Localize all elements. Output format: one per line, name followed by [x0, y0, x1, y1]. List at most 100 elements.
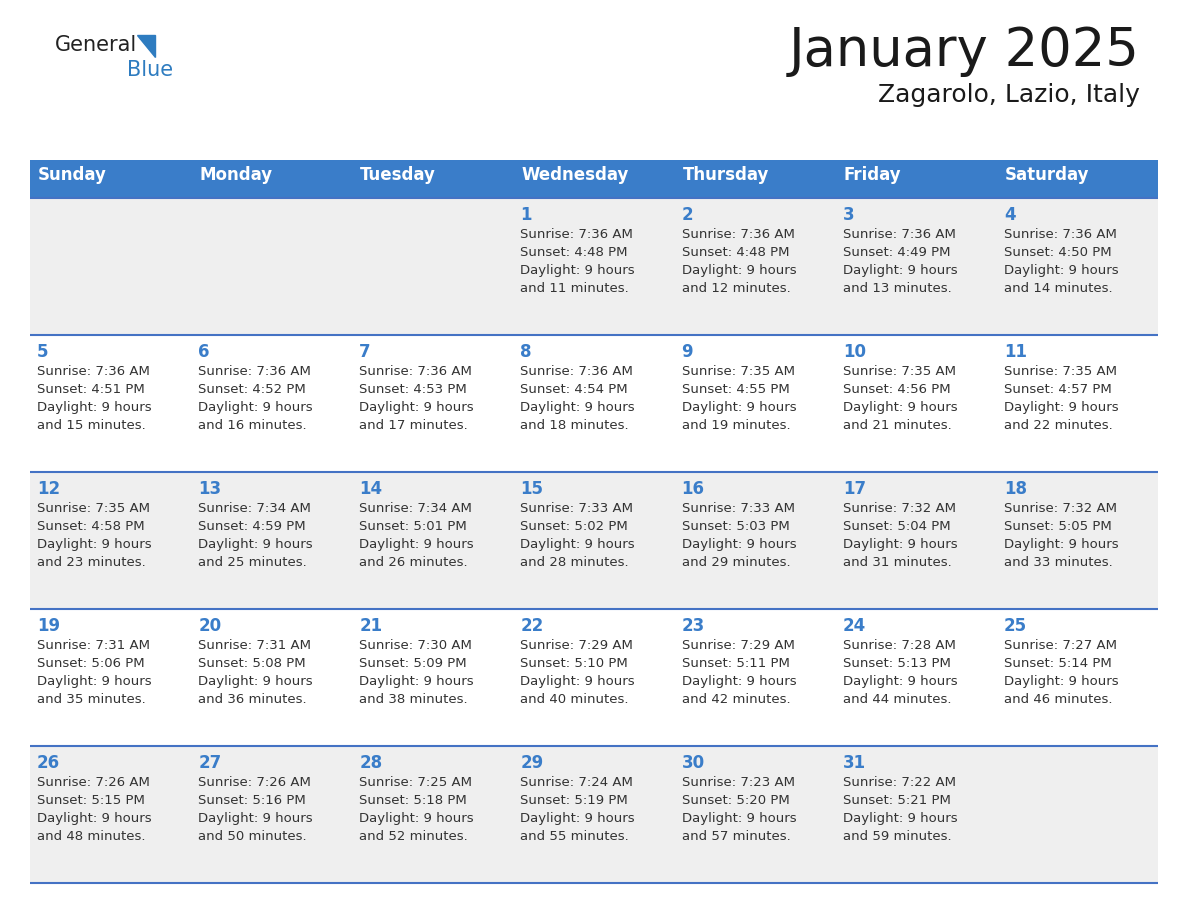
Bar — [30, 198, 1158, 335]
Bar — [675, 160, 835, 198]
Text: Sunrise: 7:33 AM: Sunrise: 7:33 AM — [520, 502, 633, 515]
Text: Daylight: 9 hours: Daylight: 9 hours — [682, 538, 796, 551]
Text: Sunset: 5:13 PM: Sunset: 5:13 PM — [842, 657, 950, 670]
Text: Sunset: 4:56 PM: Sunset: 4:56 PM — [842, 383, 950, 396]
Text: Sunset: 5:15 PM: Sunset: 5:15 PM — [37, 794, 145, 807]
Text: and 46 minutes.: and 46 minutes. — [1004, 693, 1112, 706]
Text: Daylight: 9 hours: Daylight: 9 hours — [842, 812, 958, 825]
Text: and 11 minutes.: and 11 minutes. — [520, 282, 630, 295]
Text: Sunrise: 7:36 AM: Sunrise: 7:36 AM — [520, 228, 633, 241]
Text: Daylight: 9 hours: Daylight: 9 hours — [682, 812, 796, 825]
Text: 2: 2 — [682, 206, 693, 224]
Text: Daylight: 9 hours: Daylight: 9 hours — [198, 812, 312, 825]
Text: Daylight: 9 hours: Daylight: 9 hours — [37, 401, 152, 414]
Text: Thursday: Thursday — [683, 166, 769, 184]
Text: and 12 minutes.: and 12 minutes. — [682, 282, 790, 295]
Text: 4: 4 — [1004, 206, 1016, 224]
Text: Daylight: 9 hours: Daylight: 9 hours — [359, 538, 474, 551]
Bar — [30, 746, 1158, 883]
Text: Sunset: 5:11 PM: Sunset: 5:11 PM — [682, 657, 790, 670]
Text: 17: 17 — [842, 480, 866, 498]
Text: Sunrise: 7:23 AM: Sunrise: 7:23 AM — [682, 776, 795, 789]
Text: Sunset: 4:48 PM: Sunset: 4:48 PM — [682, 246, 789, 259]
Text: 28: 28 — [359, 754, 383, 772]
Text: Wednesday: Wednesday — [522, 166, 628, 184]
Text: Sunrise: 7:36 AM: Sunrise: 7:36 AM — [842, 228, 955, 241]
Text: and 16 minutes.: and 16 minutes. — [198, 419, 307, 432]
Text: and 36 minutes.: and 36 minutes. — [198, 693, 307, 706]
Text: Sunset: 5:06 PM: Sunset: 5:06 PM — [37, 657, 145, 670]
Text: Sunset: 5:14 PM: Sunset: 5:14 PM — [1004, 657, 1112, 670]
Text: Daylight: 9 hours: Daylight: 9 hours — [520, 401, 636, 414]
Text: Sunrise: 7:36 AM: Sunrise: 7:36 AM — [359, 365, 472, 378]
Text: Sunrise: 7:25 AM: Sunrise: 7:25 AM — [359, 776, 473, 789]
Text: 10: 10 — [842, 343, 866, 361]
Bar — [353, 160, 513, 198]
Text: Sunrise: 7:26 AM: Sunrise: 7:26 AM — [198, 776, 311, 789]
Text: Sunrise: 7:31 AM: Sunrise: 7:31 AM — [198, 639, 311, 652]
Text: Daylight: 9 hours: Daylight: 9 hours — [198, 538, 312, 551]
Text: Daylight: 9 hours: Daylight: 9 hours — [682, 264, 796, 277]
Text: Sunrise: 7:33 AM: Sunrise: 7:33 AM — [682, 502, 795, 515]
Text: 20: 20 — [198, 617, 221, 635]
Polygon shape — [137, 35, 154, 57]
Text: Daylight: 9 hours: Daylight: 9 hours — [842, 538, 958, 551]
Bar — [30, 160, 191, 198]
Text: Sunrise: 7:36 AM: Sunrise: 7:36 AM — [1004, 228, 1117, 241]
Text: and 21 minutes.: and 21 minutes. — [842, 419, 952, 432]
Text: and 31 minutes.: and 31 minutes. — [842, 556, 952, 569]
Text: Daylight: 9 hours: Daylight: 9 hours — [842, 401, 958, 414]
Text: Sunrise: 7:32 AM: Sunrise: 7:32 AM — [842, 502, 955, 515]
Bar — [30, 335, 1158, 472]
Text: 25: 25 — [1004, 617, 1026, 635]
Text: Daylight: 9 hours: Daylight: 9 hours — [520, 538, 636, 551]
Text: Daylight: 9 hours: Daylight: 9 hours — [1004, 264, 1118, 277]
Text: Blue: Blue — [127, 60, 173, 80]
Text: Daylight: 9 hours: Daylight: 9 hours — [1004, 538, 1118, 551]
Text: Daylight: 9 hours: Daylight: 9 hours — [37, 812, 152, 825]
Bar — [997, 160, 1158, 198]
Text: Daylight: 9 hours: Daylight: 9 hours — [682, 675, 796, 688]
Bar — [513, 160, 675, 198]
Text: and 40 minutes.: and 40 minutes. — [520, 693, 628, 706]
Text: and 14 minutes.: and 14 minutes. — [1004, 282, 1112, 295]
Text: 27: 27 — [198, 754, 221, 772]
Text: 23: 23 — [682, 617, 704, 635]
Text: Sunset: 5:05 PM: Sunset: 5:05 PM — [1004, 520, 1112, 533]
Text: Sunset: 5:10 PM: Sunset: 5:10 PM — [520, 657, 628, 670]
Text: 14: 14 — [359, 480, 383, 498]
Text: 26: 26 — [37, 754, 61, 772]
Text: and 59 minutes.: and 59 minutes. — [842, 830, 952, 843]
Bar — [191, 160, 353, 198]
Text: 11: 11 — [1004, 343, 1026, 361]
Text: 22: 22 — [520, 617, 544, 635]
Text: Sunset: 4:51 PM: Sunset: 4:51 PM — [37, 383, 145, 396]
Text: Sunrise: 7:28 AM: Sunrise: 7:28 AM — [842, 639, 955, 652]
Text: Tuesday: Tuesday — [360, 166, 436, 184]
Text: Sunrise: 7:35 AM: Sunrise: 7:35 AM — [37, 502, 150, 515]
Text: Daylight: 9 hours: Daylight: 9 hours — [359, 812, 474, 825]
Text: Daylight: 9 hours: Daylight: 9 hours — [842, 264, 958, 277]
Text: Sunset: 5:01 PM: Sunset: 5:01 PM — [359, 520, 467, 533]
Text: and 25 minutes.: and 25 minutes. — [198, 556, 307, 569]
Text: Saturday: Saturday — [1005, 166, 1089, 184]
Text: 29: 29 — [520, 754, 544, 772]
Text: and 33 minutes.: and 33 minutes. — [1004, 556, 1113, 569]
Text: Sunrise: 7:22 AM: Sunrise: 7:22 AM — [842, 776, 955, 789]
Text: 6: 6 — [198, 343, 209, 361]
Text: Daylight: 9 hours: Daylight: 9 hours — [1004, 401, 1118, 414]
Text: and 22 minutes.: and 22 minutes. — [1004, 419, 1113, 432]
Text: Daylight: 9 hours: Daylight: 9 hours — [37, 675, 152, 688]
Text: Sunrise: 7:34 AM: Sunrise: 7:34 AM — [198, 502, 311, 515]
Text: 24: 24 — [842, 617, 866, 635]
Text: Sunrise: 7:30 AM: Sunrise: 7:30 AM — [359, 639, 472, 652]
Text: Daylight: 9 hours: Daylight: 9 hours — [842, 675, 958, 688]
Text: and 35 minutes.: and 35 minutes. — [37, 693, 146, 706]
Text: and 52 minutes.: and 52 minutes. — [359, 830, 468, 843]
Text: Zagarolo, Lazio, Italy: Zagarolo, Lazio, Italy — [878, 83, 1140, 107]
Text: and 23 minutes.: and 23 minutes. — [37, 556, 146, 569]
Text: Sunset: 4:59 PM: Sunset: 4:59 PM — [198, 520, 305, 533]
Text: Sunday: Sunday — [38, 166, 107, 184]
Text: 3: 3 — [842, 206, 854, 224]
Text: Friday: Friday — [843, 166, 902, 184]
